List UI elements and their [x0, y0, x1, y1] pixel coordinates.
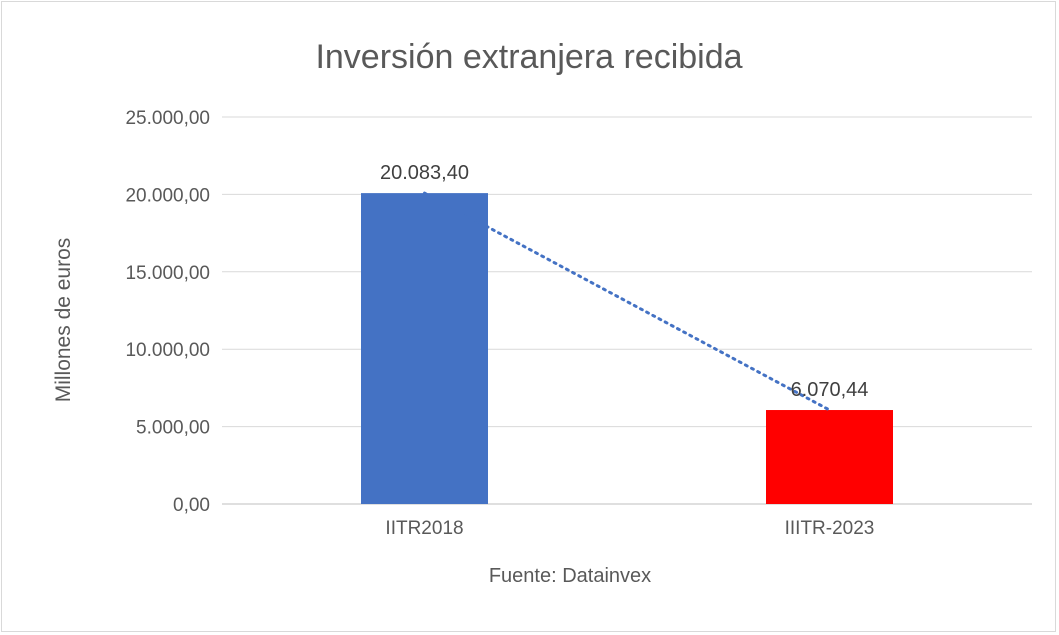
data-label: 20.083,40 [380, 162, 469, 184]
x-tick-label: IITR2018 [385, 518, 463, 539]
y-tick-label: 15.000,00 [125, 263, 210, 284]
bar-1 [361, 193, 488, 505]
bar-2 [766, 410, 893, 504]
y-tick-label: 5.000,00 [136, 418, 210, 439]
trendline [423, 191, 831, 412]
data-label: 6.070,44 [791, 379, 869, 401]
trendline-path [423, 191, 831, 412]
y-axis-ticks: 0,00 5.000,00 10.000,00 15.000,00 20.000,00 2… [125, 108, 210, 516]
chart-title: Inversión extranjera recibida [315, 38, 742, 76]
y-tick-label: 25.000,00 [125, 108, 210, 129]
y-axis-label: Millones de euros [52, 238, 75, 403]
gridlines [222, 116, 1032, 505]
x-tick-label: IIITR-2023 [785, 518, 875, 539]
bars [361, 193, 893, 505]
x-axis-ticks: IITR2018 IIITR-2023 [385, 518, 874, 539]
y-tick-label: 10.000,00 [125, 340, 210, 361]
data-labels: 20.083,40 6.070,44 [380, 162, 868, 401]
source-note: Fuente: Datainvex [489, 565, 651, 587]
y-tick-label: 20.000,00 [125, 185, 210, 206]
y-tick-label: 0,00 [173, 495, 210, 516]
